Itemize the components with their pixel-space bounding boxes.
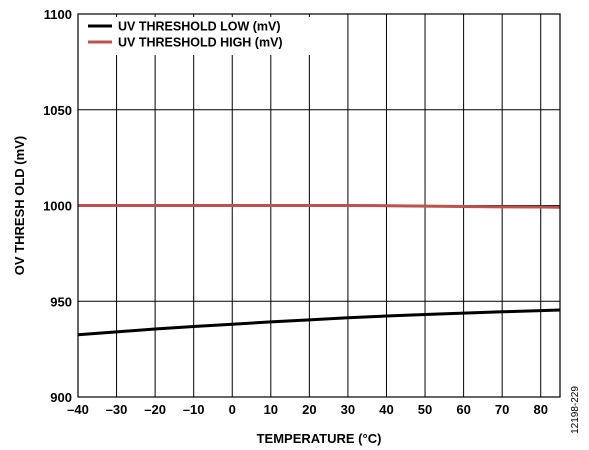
- y-tick-label: 900: [50, 390, 72, 405]
- series-line-0: [77, 308, 561, 337]
- y-tick-label: 950: [50, 294, 72, 309]
- legend-background: [82, 17, 340, 55]
- x-tick-label: 40: [379, 402, 393, 417]
- x-tick-label: 60: [456, 402, 470, 417]
- x-tick-label: –40: [67, 402, 89, 417]
- x-tick-label: –30: [106, 402, 128, 417]
- y-tick-label: 1050: [43, 103, 72, 118]
- legend-label-uv-low: UV THRESHOLD LOW (mV): [118, 20, 281, 34]
- x-tick-labels: –40 –30 –20 –10 0 10 20 30 40 50 60 70 80: [67, 402, 548, 417]
- plot-frame: [77, 13, 561, 398]
- series-layer: [77, 204, 561, 337]
- x-tick-label: 30: [341, 402, 355, 417]
- y-axis-title: OV THRESH OLD (mV): [12, 136, 27, 275]
- x-tick-label: 50: [418, 402, 432, 417]
- series-line-1: [78, 204, 561, 209]
- x-tick-label: 10: [264, 402, 278, 417]
- legend: UV THRESHOLD LOW (mV) UV THRESHOLD HIGH …: [82, 17, 340, 55]
- y-tick-label: 1000: [43, 199, 72, 214]
- legend-label-uv-high: UV THRESHOLD HIGH (mV): [118, 36, 283, 50]
- x-axis-title: TEMPERATURE (°C): [257, 431, 382, 446]
- x-tick-label: 0: [229, 402, 236, 417]
- figure-id: 12198-229: [570, 386, 581, 434]
- x-tick-label: 70: [495, 402, 509, 417]
- y-tick-label: 1100: [44, 7, 72, 22]
- x-tick-label: –20: [144, 402, 166, 417]
- x-tick-label: –10: [183, 402, 205, 417]
- x-tick-label: 20: [302, 402, 316, 417]
- x-tick-label: 80: [533, 402, 547, 417]
- y-tick-labels: 900 950 1000 1050 1100: [43, 7, 72, 405]
